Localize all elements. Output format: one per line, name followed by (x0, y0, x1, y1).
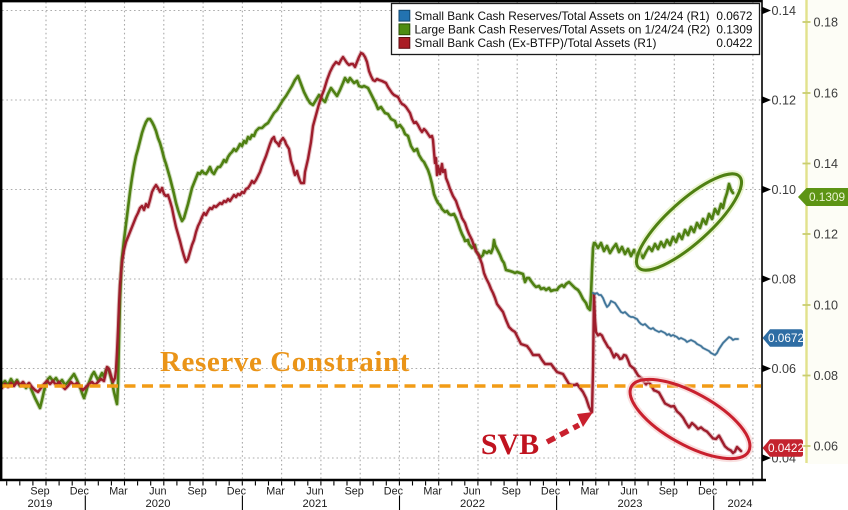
svg-text:0.14: 0.14 (772, 4, 797, 18)
svg-text:0.06: 0.06 (772, 362, 797, 376)
svg-text:Small Bank Cash Reserves/Total: Small Bank Cash Reserves/Total Assets on… (415, 9, 710, 23)
svg-text:0.08: 0.08 (772, 272, 797, 286)
svg-text:Sep: Sep (345, 485, 364, 497)
svg-text:0.0422: 0.0422 (716, 36, 752, 50)
svg-text:Dec: Dec (227, 485, 247, 497)
svg-text:Mar: Mar (266, 485, 285, 497)
svg-text:Small Bank Cash (Ex-BTFP)/Tota: Small Bank Cash (Ex-BTFP)/Total Assets (… (415, 36, 657, 50)
svg-text:2024: 2024 (728, 498, 753, 510)
svg-text:Dec: Dec (70, 485, 90, 497)
svg-text:Mar: Mar (109, 485, 128, 497)
svg-text:Sep: Sep (30, 485, 49, 497)
svg-text:0.06: 0.06 (814, 439, 839, 453)
svg-text:0.08: 0.08 (814, 369, 839, 383)
svg-text:Sep: Sep (659, 485, 678, 497)
svg-text:0.1309: 0.1309 (809, 190, 845, 204)
svg-text:Large Bank Cash Reserves/Total: Large Bank Cash Reserves/Total Assets on… (415, 22, 711, 36)
svg-text:2019: 2019 (28, 498, 53, 510)
svg-text:0.16: 0.16 (814, 86, 839, 100)
svg-text:Jun: Jun (306, 485, 323, 497)
svg-text:2021: 2021 (303, 498, 328, 510)
svg-text:0.0672: 0.0672 (716, 9, 752, 23)
svg-text:2022: 2022 (460, 498, 485, 510)
svg-text:Reserve Constraint: Reserve Constraint (160, 346, 410, 378)
svg-text:0.12: 0.12 (814, 227, 839, 241)
svg-text:0.10: 0.10 (772, 183, 797, 197)
svg-text:2020: 2020 (146, 498, 171, 510)
svg-text:Mar: Mar (423, 485, 442, 497)
svg-text:0.1309: 0.1309 (716, 22, 752, 36)
svg-text:Dec: Dec (541, 485, 561, 497)
svg-text:0.18: 0.18 (814, 15, 839, 29)
svg-text:0.0672: 0.0672 (768, 331, 804, 345)
svg-text:Sep: Sep (502, 485, 521, 497)
svg-text:Sep: Sep (187, 485, 206, 497)
svg-text:SVB: SVB (481, 428, 539, 461)
svg-text:Mar: Mar (580, 485, 599, 497)
svg-text:Jun: Jun (149, 485, 166, 497)
svg-text:Jun: Jun (620, 485, 637, 497)
svg-text:Jun: Jun (463, 485, 480, 497)
svg-text:0.12: 0.12 (772, 93, 797, 107)
svg-text:0.0422: 0.0422 (768, 441, 804, 455)
svg-text:0.14: 0.14 (814, 157, 839, 171)
svg-text:Dec: Dec (698, 485, 718, 497)
svg-text:2023: 2023 (618, 498, 643, 510)
svg-text:0.10: 0.10 (814, 298, 839, 312)
svg-text:Dec: Dec (384, 485, 404, 497)
